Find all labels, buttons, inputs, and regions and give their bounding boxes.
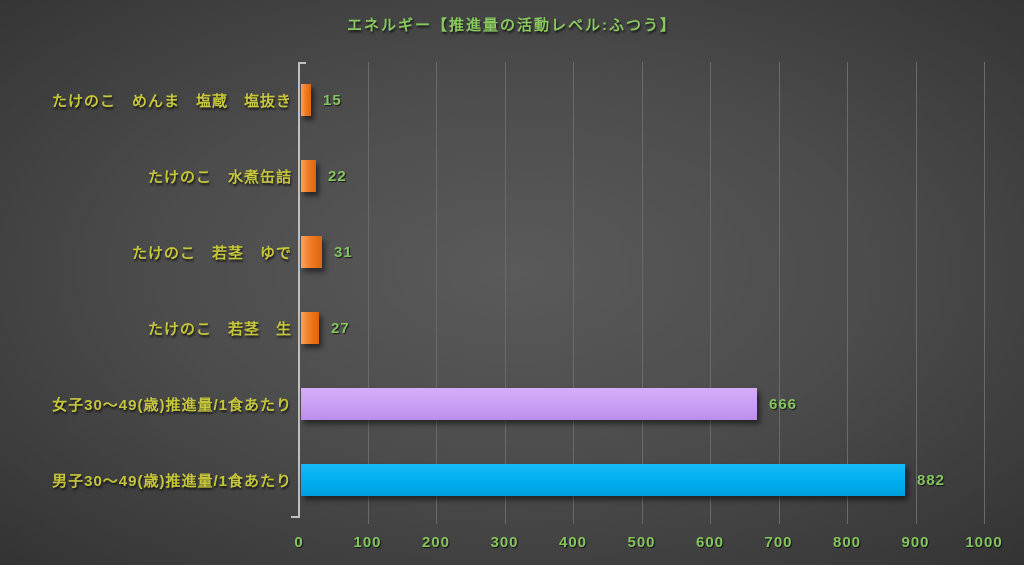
- x-tick-label: 500: [627, 534, 656, 551]
- gridline: [778, 62, 780, 524]
- gridline: [573, 62, 574, 524]
- gridline: [984, 62, 985, 524]
- value-label: 31: [334, 243, 353, 261]
- y-axis-line: [298, 62, 300, 518]
- x-tick-label: 400: [558, 534, 588, 551]
- category-label: たけのこ 若茎 生: [147, 320, 292, 338]
- x-tick-label: 600: [695, 534, 725, 551]
- bar-orange: [301, 160, 316, 192]
- x-tick-label: 0: [294, 534, 304, 551]
- gridline: [436, 62, 437, 524]
- value-label: 15: [323, 91, 342, 109]
- bar-purple: [301, 388, 757, 420]
- gridline: [641, 62, 643, 524]
- gridline: [710, 62, 711, 524]
- x-tick-label: 200: [421, 534, 451, 551]
- x-tick-label: 300: [490, 534, 519, 551]
- y-axis-bottom-cap: [291, 516, 299, 518]
- x-tick-label: 100: [353, 534, 382, 551]
- gridline: [504, 62, 506, 524]
- category-label: たけのこ 水煮缶詰: [147, 168, 292, 186]
- bar-blue: [301, 464, 905, 496]
- x-tick-label: 800: [832, 534, 862, 551]
- category-label: 女子30〜49(歳)推進量/1食あたり: [52, 396, 292, 414]
- category-label: たけのこ 若茎 ゆで: [131, 244, 292, 262]
- value-label: 22: [328, 167, 347, 185]
- category-label: 男子30〜49(歳)推進量/1食あたり: [52, 472, 292, 490]
- x-tick-label: 700: [764, 534, 793, 551]
- bar-orange: [301, 312, 319, 344]
- gridline: [915, 62, 917, 524]
- x-tick-label: 1000: [965, 534, 1003, 551]
- x-tick-label: 900: [901, 534, 930, 551]
- gridline: [367, 62, 369, 524]
- bar-orange: [301, 236, 322, 268]
- category-label: たけのこ めんま 塩蔵 塩抜き: [51, 92, 292, 110]
- value-label: 882: [917, 471, 946, 489]
- bar-orange: [301, 84, 311, 116]
- value-label: 666: [769, 395, 798, 413]
- y-axis-top-cap: [299, 62, 306, 64]
- gridline: [847, 62, 848, 524]
- value-label: 27: [331, 319, 350, 337]
- chart-title: エネルギー【推進量の活動レベル:ふつう】: [347, 17, 677, 34]
